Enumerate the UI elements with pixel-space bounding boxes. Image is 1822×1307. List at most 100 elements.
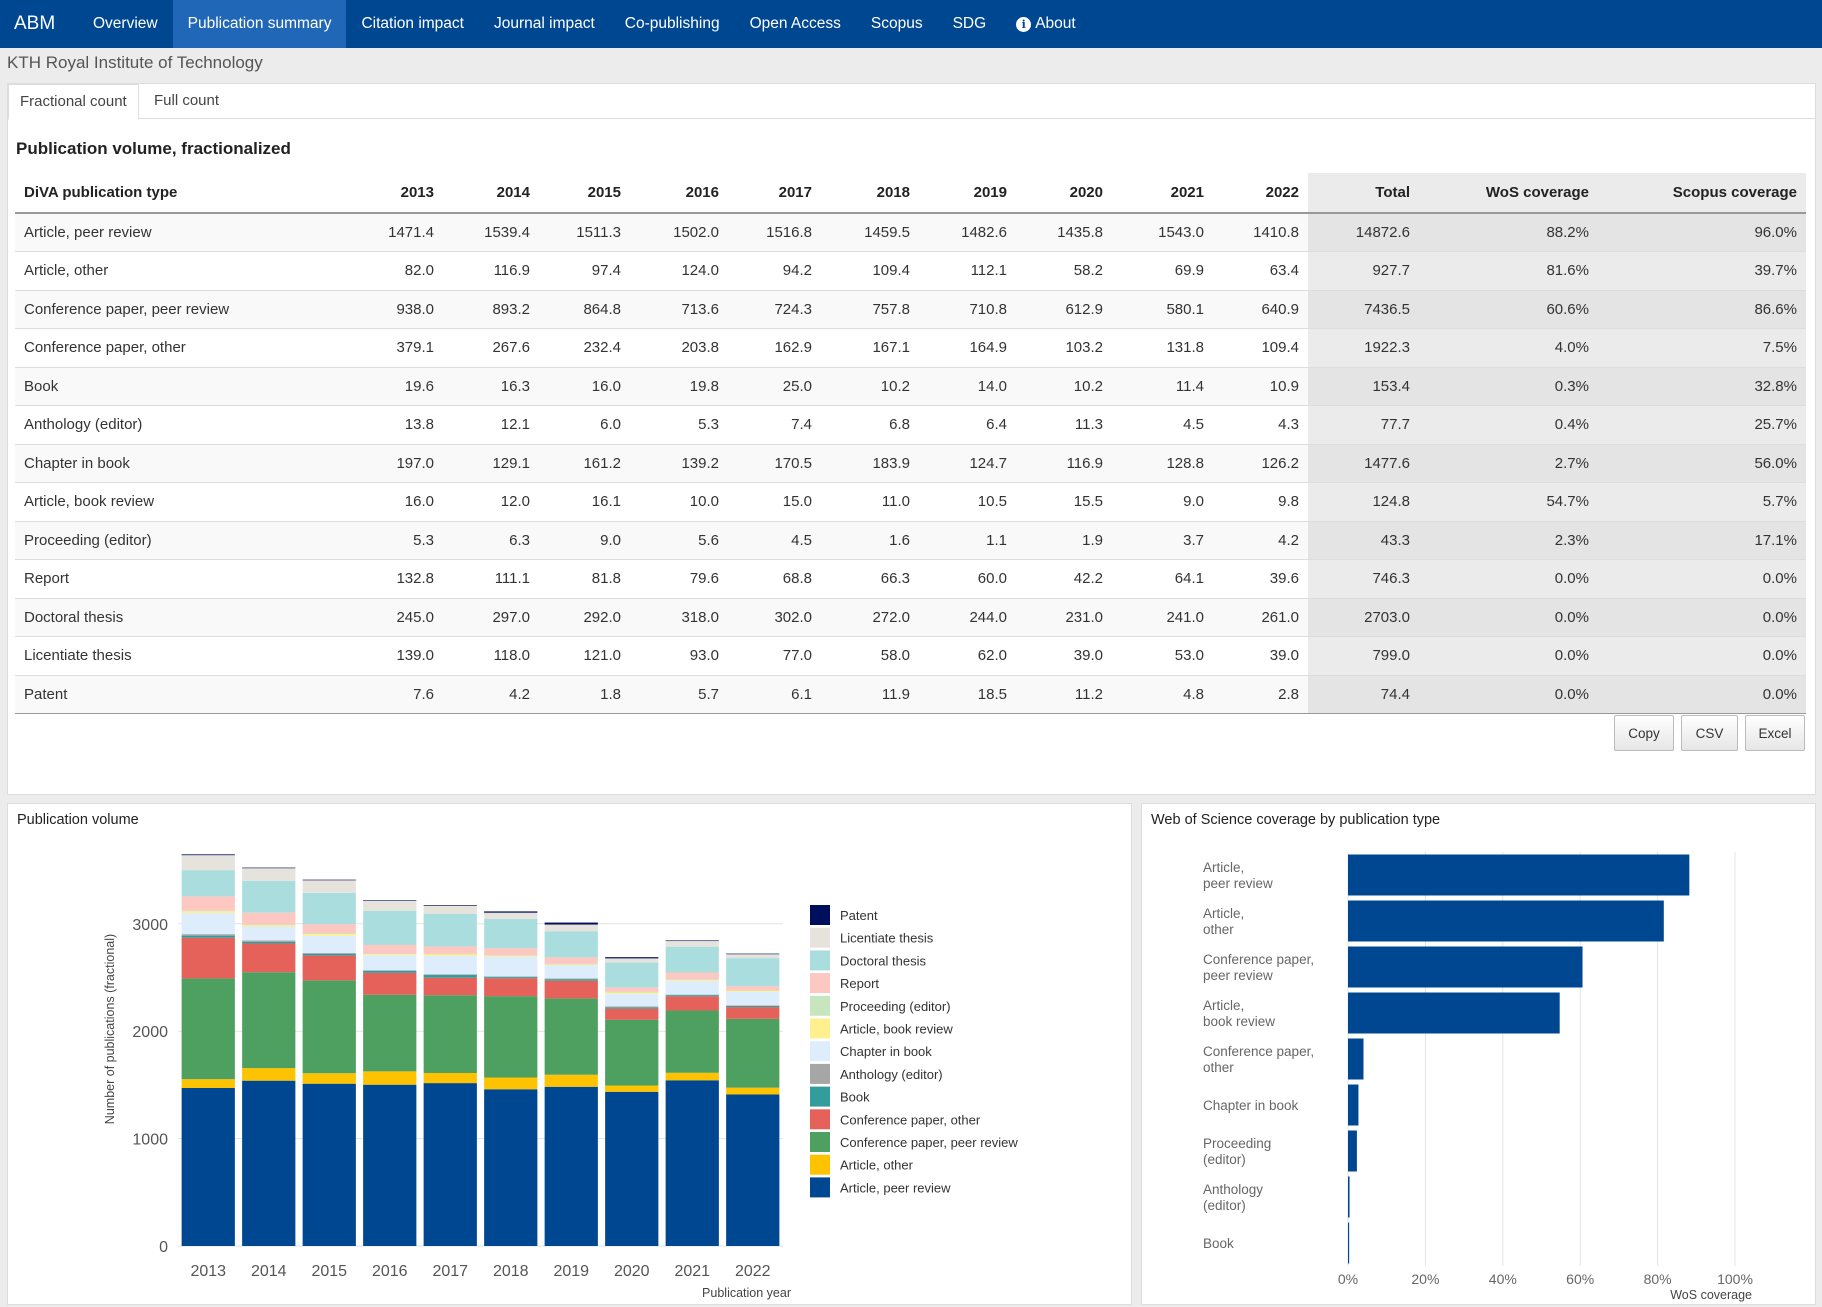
bar-segment[interactable] <box>605 1085 659 1092</box>
bar-segment[interactable] <box>242 940 296 942</box>
bar-segment[interactable] <box>726 991 780 1006</box>
bar-segment[interactable] <box>665 1010 719 1073</box>
bar-segment[interactable] <box>302 955 356 981</box>
bar-segment[interactable] <box>181 911 235 913</box>
bar-segment[interactable] <box>726 1018 780 1088</box>
bar-segment[interactable] <box>363 994 417 1072</box>
bar-segment[interactable] <box>605 991 659 993</box>
col-header-2017[interactable]: 2017 <box>728 173 821 214</box>
bar-segment[interactable] <box>544 1086 598 1246</box>
coverage-bar[interactable] <box>1348 854 1690 896</box>
excel-button[interactable]: Excel <box>1745 715 1805 751</box>
legend-label[interactable]: Article, book review <box>840 1022 953 1037</box>
col-header-type[interactable]: DiVA publication type <box>15 173 349 214</box>
bar-segment[interactable] <box>665 972 719 980</box>
bar-segment[interactable] <box>242 880 296 913</box>
col-header-2014[interactable]: 2014 <box>443 173 539 214</box>
coverage-bar[interactable] <box>1348 1222 1350 1264</box>
bar-segment[interactable] <box>544 980 598 999</box>
col-header-2022[interactable]: 2022 <box>1213 173 1308 214</box>
bar-segment[interactable] <box>363 970 417 973</box>
bar-segment[interactable] <box>242 1080 296 1246</box>
bar-segment[interactable] <box>665 940 719 942</box>
bar-segment[interactable] <box>484 956 538 977</box>
col-header-wos-coverage[interactable]: WoS coverage <box>1419 173 1598 214</box>
bar-segment[interactable] <box>423 905 477 914</box>
bar-segment[interactable] <box>181 937 235 979</box>
bar-segment[interactable] <box>363 953 417 955</box>
bar-segment[interactable] <box>726 953 780 955</box>
bar-segment[interactable] <box>423 953 477 955</box>
bar-segment[interactable] <box>605 1006 659 1008</box>
bar-segment[interactable] <box>544 963 598 966</box>
tab-full-count[interactable]: Full count <box>154 92 220 109</box>
bar-segment[interactable] <box>665 996 719 1011</box>
bar-segment[interactable] <box>665 979 719 981</box>
bar-segment[interactable] <box>605 1008 659 1020</box>
coverage-bar[interactable] <box>1348 900 1664 942</box>
bar-segment[interactable] <box>242 1068 296 1081</box>
bar-segment[interactable] <box>605 1091 659 1246</box>
bar-segment[interactable] <box>484 1077 538 1090</box>
bar-segment[interactable] <box>605 993 659 1007</box>
bar-segment[interactable] <box>363 955 417 971</box>
bar-segment[interactable] <box>423 946 477 954</box>
bar-segment[interactable] <box>242 926 296 941</box>
bar-segment[interactable] <box>181 870 235 897</box>
bar-segment[interactable] <box>302 879 356 881</box>
nav-co-publishing[interactable]: Co-publishing <box>624 15 720 32</box>
bar-segment[interactable] <box>181 896 235 911</box>
bar-segment[interactable] <box>726 990 780 992</box>
brand-logo[interactable]: ABM <box>14 13 56 34</box>
legend-label[interactable]: Anthology (editor) <box>840 1067 943 1082</box>
legend-label[interactable]: Report <box>840 976 879 991</box>
bar-segment[interactable] <box>605 962 659 988</box>
bar-segment[interactable] <box>544 1074 598 1087</box>
bar-segment[interactable] <box>665 995 719 997</box>
coverage-bar[interactable] <box>1348 1176 1350 1218</box>
bar-segment[interactable] <box>181 855 235 871</box>
col-header-2019[interactable]: 2019 <box>919 173 1016 214</box>
bar-segment[interactable] <box>726 1094 780 1246</box>
bar-segment[interactable] <box>242 943 296 973</box>
bar-segment[interactable] <box>423 1072 477 1084</box>
col-header-2015[interactable]: 2015 <box>539 173 630 214</box>
bar-segment[interactable] <box>484 911 538 913</box>
nav-citation-impact[interactable]: Citation impact <box>361 15 464 32</box>
bar-segment[interactable] <box>484 918 538 949</box>
bar-segment[interactable] <box>302 933 356 934</box>
bar-segment[interactable] <box>484 977 538 979</box>
bar-segment[interactable] <box>484 948 538 956</box>
bar-segment[interactable] <box>302 924 356 934</box>
bar-segment[interactable] <box>726 1005 780 1008</box>
bar-segment[interactable] <box>363 944 417 954</box>
bar-segment[interactable] <box>302 980 356 1074</box>
bar-segment[interactable] <box>544 924 598 932</box>
bar-segment[interactable] <box>423 954 477 956</box>
bar-segment[interactable] <box>665 946 719 973</box>
legend-label[interactable]: Proceeding (editor) <box>840 999 951 1014</box>
bar-segment[interactable] <box>363 910 417 945</box>
bar-segment[interactable] <box>302 879 356 893</box>
bar-segment[interactable] <box>726 1007 780 1019</box>
bar-segment[interactable] <box>544 963 598 965</box>
col-header-2013[interactable]: 2013 <box>349 173 443 214</box>
bar-segment[interactable] <box>302 1073 356 1084</box>
nav-about[interactable]: i About <box>1001 0 1091 48</box>
bar-segment[interactable] <box>302 935 356 954</box>
bar-segment[interactable] <box>544 931 598 958</box>
legend-label[interactable]: Article, other <box>840 1158 914 1173</box>
col-header-2020[interactable]: 2020 <box>1016 173 1112 214</box>
legend-label[interactable]: Patent <box>840 908 878 923</box>
bar-segment[interactable] <box>544 957 598 964</box>
bar-segment[interactable] <box>544 965 598 979</box>
bar-segment[interactable] <box>181 910 235 912</box>
bar-segment[interactable] <box>605 992 659 994</box>
bar-segment[interactable] <box>484 978 538 997</box>
bar-segment[interactable] <box>242 925 296 927</box>
bar-segment[interactable] <box>423 975 477 978</box>
bar-segment[interactable] <box>242 867 296 869</box>
copy-button[interactable]: Copy <box>1614 715 1674 751</box>
bar-segment[interactable] <box>242 868 296 881</box>
bar-segment[interactable] <box>605 987 659 992</box>
